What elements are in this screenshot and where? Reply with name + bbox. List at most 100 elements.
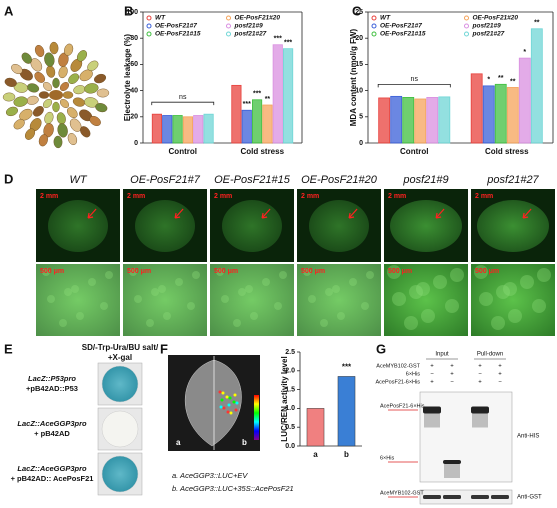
sign: + [430, 380, 434, 386]
scale-label: 2 mm [475, 193, 493, 200]
seed [79, 69, 93, 82]
leaf-disc [222, 200, 282, 252]
legend-label: OE-PosF21#20 [235, 15, 281, 22]
significance: *** [284, 40, 292, 47]
significance: ** [510, 78, 516, 85]
cell [409, 285, 423, 299]
legend-label: posf21#9 [234, 23, 264, 30]
bracket [377, 83, 451, 88]
colony [101, 455, 139, 493]
legend-label: OE-PosF21#20 [473, 15, 519, 22]
band [443, 460, 461, 464]
antibody: Anti-GST [517, 495, 542, 501]
luc-signal [235, 401, 239, 405]
seed [49, 41, 59, 55]
construct-label: + pB42AD [34, 429, 70, 438]
cell [245, 285, 253, 293]
construct-label: + pB42AD:: AcePosF21 [11, 474, 94, 483]
seed [94, 73, 107, 84]
cell [221, 295, 229, 303]
panel-e-title: +X-gal [108, 353, 132, 362]
seed [59, 81, 70, 92]
luc-signal [228, 396, 232, 400]
cell [387, 265, 401, 279]
smear [472, 413, 488, 428]
seed [80, 126, 91, 138]
legend-marker [464, 23, 469, 29]
bar [193, 115, 204, 144]
bar [241, 109, 252, 144]
legend-text: b. AceGGP3::LUC+35S::AcePosF21 [172, 484, 294, 493]
cell [187, 302, 195, 310]
cell [76, 312, 84, 320]
band-label: AcePosF21-6×His [380, 403, 425, 409]
colony [101, 410, 139, 448]
color-scale [254, 395, 259, 440]
seed [38, 91, 50, 99]
bar [518, 57, 531, 144]
cell [508, 309, 522, 323]
cell [303, 268, 311, 276]
blot [419, 489, 513, 505]
lane-header: Input [435, 352, 449, 358]
scale-label: 500 μm [40, 268, 64, 275]
seed [57, 123, 68, 138]
cell [366, 271, 374, 279]
cell [216, 268, 224, 276]
legend-marker [371, 15, 377, 21]
cell [59, 319, 67, 327]
band [471, 495, 489, 499]
microscope-image [297, 264, 381, 336]
cell [433, 275, 447, 289]
cell [233, 319, 241, 327]
seed [84, 83, 99, 94]
y-tick-label: 5 [359, 114, 363, 121]
luc-signal [227, 403, 231, 407]
significance: ** [534, 20, 540, 27]
bar [414, 98, 427, 144]
cell [129, 268, 137, 276]
bar [402, 97, 415, 144]
legend-marker [226, 31, 231, 37]
y-tick-label: 25 [355, 9, 363, 16]
colony [101, 365, 139, 403]
cell [250, 312, 258, 320]
cell [496, 285, 510, 299]
legend-label: OE-PosF21#15 [155, 31, 201, 38]
cell [71, 285, 79, 293]
panel-label: E [4, 341, 13, 356]
bar [438, 96, 451, 144]
cell [404, 316, 418, 330]
seed [46, 65, 56, 78]
cell [325, 288, 333, 296]
sign: − [498, 380, 502, 386]
microscope-image [123, 264, 207, 336]
seed [59, 98, 70, 109]
x-tick-label: Cold stress [240, 147, 284, 156]
y-tick-label: 15 [355, 61, 363, 68]
bar [426, 97, 439, 144]
seed [87, 60, 99, 71]
bar [337, 376, 356, 447]
leaf-disc [48, 200, 108, 252]
cell [151, 288, 159, 296]
bar [231, 84, 242, 144]
luc-signal [219, 405, 223, 409]
cell [337, 312, 345, 320]
seed [21, 52, 32, 64]
seed [68, 73, 80, 84]
seed [19, 108, 33, 121]
column-label: posf21#9 [402, 174, 448, 186]
bar [203, 113, 214, 144]
image-label: a [176, 438, 181, 447]
seed [66, 107, 78, 119]
seed [4, 77, 17, 87]
annotation: ns [179, 94, 187, 101]
y-tick-label: 20 [355, 35, 363, 42]
luc-signal [234, 408, 238, 412]
y-tick-label: 1.0 [285, 405, 295, 412]
legend-label: OE-PosF21#15 [380, 31, 426, 38]
arrow [522, 208, 532, 219]
cell [445, 299, 459, 313]
bar [306, 408, 325, 447]
